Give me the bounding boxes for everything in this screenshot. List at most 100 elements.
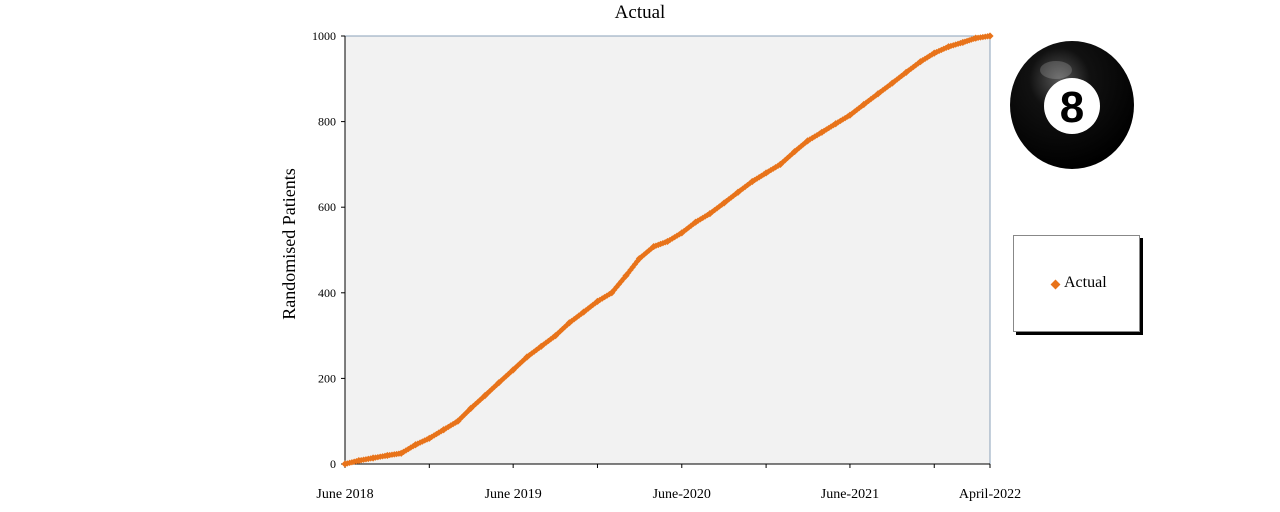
series-point-fill: [772, 164, 779, 171]
series-point-fill: [924, 54, 931, 61]
series-point-fill: [727, 194, 735, 201]
y-tick-label: 400: [318, 286, 336, 300]
series-point-fill: [893, 76, 901, 83]
x-tick-label: June 2019: [485, 487, 542, 502]
series-point-fill: [896, 74, 903, 81]
series-point: [959, 38, 967, 47]
series-point: [369, 454, 377, 462]
series-point: [930, 49, 938, 57]
series-point-fill: [789, 150, 796, 157]
series-point-fill: [507, 368, 514, 376]
series-point-fill: [713, 205, 721, 212]
series-point-fill: [528, 350, 535, 357]
series-point: [791, 147, 799, 156]
plot-area: [344, 35, 991, 465]
series-point: [608, 289, 616, 297]
series-point: [650, 242, 658, 251]
series-point: [509, 366, 517, 374]
series-point-fill: [547, 335, 554, 343]
series-point: [706, 210, 714, 218]
series-point: [986, 32, 994, 40]
series-point-fill: [751, 176, 758, 184]
series-point: [944, 43, 953, 51]
series-point-fill: [914, 60, 922, 67]
chart-axes: [344, 36, 990, 465]
series-point: [341, 460, 349, 468]
series-point-fill: [697, 216, 704, 223]
y-ticks: 0 200 400 600 800 1000: [312, 29, 345, 471]
series-point: [622, 272, 630, 280]
series-point-fill: [599, 295, 606, 302]
series-point-fill: [711, 206, 718, 214]
series-point: [832, 120, 840, 128]
series-point-fill: [606, 291, 613, 298]
series-point-fill: [585, 305, 592, 312]
series-point-fill: [870, 94, 877, 101]
series-point-fill: [797, 143, 805, 150]
series-point: [593, 297, 602, 305]
series-point: [874, 90, 882, 98]
eight-ball-icon: 8: [1010, 41, 1134, 169]
series-point-fill: [638, 253, 645, 260]
x-tick-label: April-2022: [959, 487, 1021, 502]
series-point-fill: [625, 269, 632, 277]
x-tick-label: June-2020: [653, 487, 711, 502]
series-point: [454, 417, 462, 425]
y-tick-label: 200: [318, 371, 336, 385]
legend-label: Actual: [1064, 274, 1107, 291]
series-point: [902, 68, 910, 76]
series-point-fill: [669, 235, 676, 242]
series-point-fill: [853, 106, 861, 114]
series-point-fill: [563, 321, 571, 329]
legend-marker: [1050, 279, 1061, 290]
series-point: [495, 379, 503, 387]
series-point-fill: [530, 348, 538, 355]
series-point: [439, 426, 448, 434]
series-point-fill: [786, 152, 794, 160]
y-tick-label: 1000: [312, 29, 336, 43]
series-point: [551, 332, 560, 340]
series-point-fill: [587, 303, 594, 310]
series-point-fill: [526, 352, 533, 359]
series-point: [537, 342, 545, 350]
series-point-fill: [813, 131, 821, 139]
series-point: [972, 34, 980, 42]
series-point: [663, 237, 672, 246]
y-tick-label: 600: [318, 200, 336, 214]
series-point-fill: [627, 266, 634, 274]
series-point: [481, 391, 489, 400]
series-point-fill: [767, 166, 775, 174]
series-point-fill: [744, 181, 751, 189]
series-point: [803, 137, 812, 145]
series-point-fill: [907, 65, 915, 73]
series-point-fill: [834, 119, 842, 126]
series-point-fill: [820, 127, 828, 135]
y-tick-label: 800: [318, 115, 336, 129]
series-point-fill: [830, 121, 837, 129]
series-point: [580, 308, 588, 316]
series-point: [860, 100, 868, 109]
series-point-fill: [512, 364, 519, 371]
x-ticks: June 2018 June 2019 June-2020 June-2021 Apri…: [316, 464, 1021, 502]
series-point-fill: [589, 301, 597, 309]
series-point-fill: [886, 81, 894, 89]
series-point-fill: [839, 116, 847, 123]
series-point-fill: [926, 52, 933, 60]
series-point-fill: [568, 317, 575, 325]
series-point: [818, 128, 826, 136]
series-point-fill: [891, 78, 898, 85]
series-point: [467, 404, 475, 412]
y-tick-label: 0: [330, 457, 336, 471]
series-point-fill: [928, 51, 936, 58]
series-point: [748, 177, 756, 186]
series-point: [355, 456, 363, 465]
legend: Actual: [1013, 235, 1140, 332]
series-point-fill: [709, 208, 716, 216]
series-point-fill: [690, 220, 697, 228]
series-point-fill: [725, 196, 732, 203]
series-point: [635, 254, 643, 263]
chart-title: Actual: [614, 2, 666, 23]
x-tick-label: June-2021: [821, 487, 879, 502]
series-point-fill: [746, 180, 754, 187]
